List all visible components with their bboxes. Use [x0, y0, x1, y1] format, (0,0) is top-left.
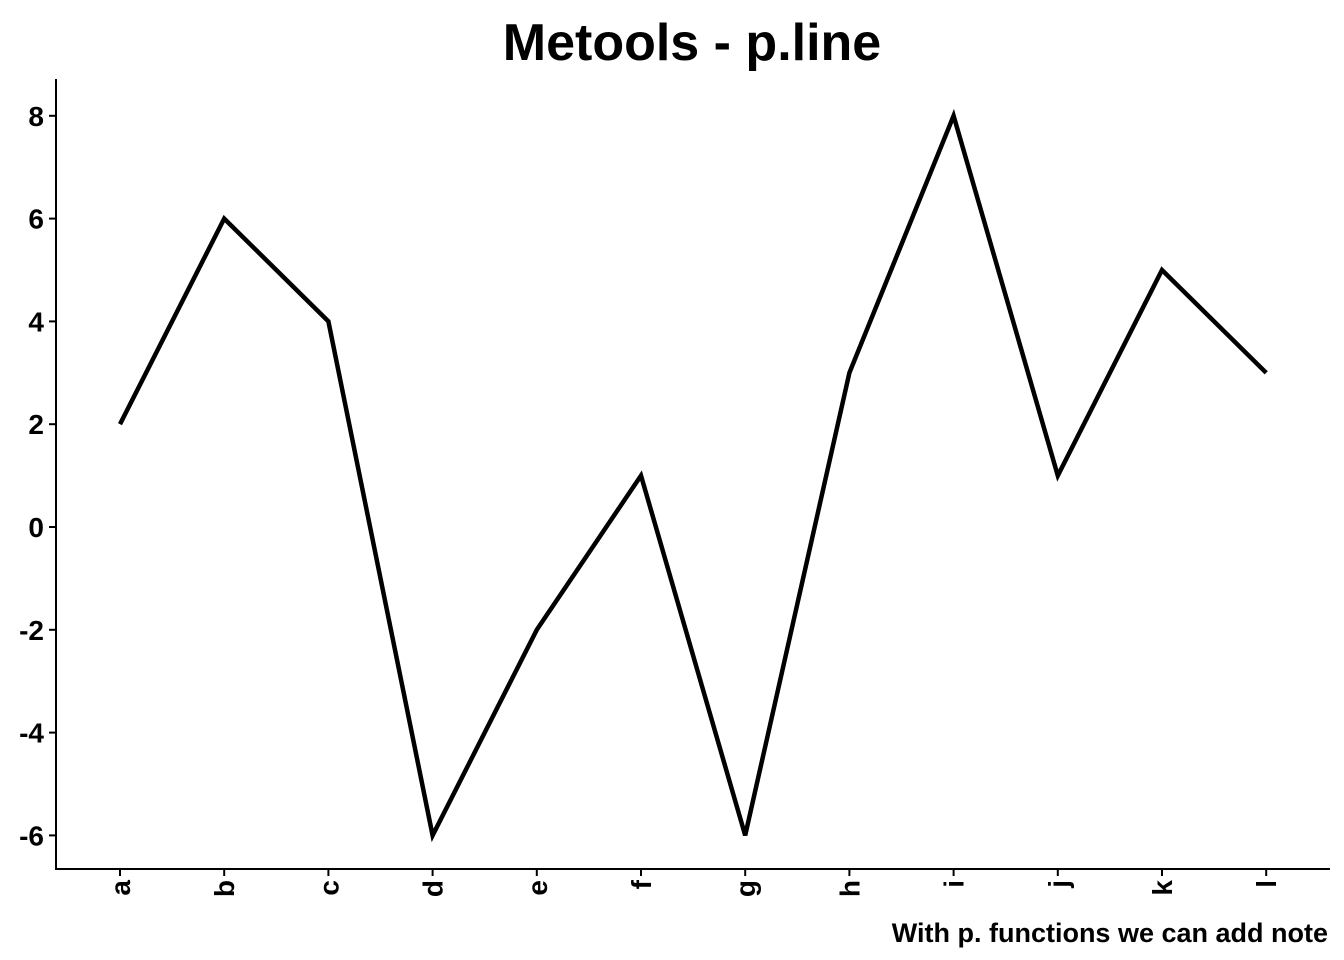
x-tick-label: a — [105, 880, 136, 896]
x-tick-label: e — [522, 880, 553, 896]
x-tick-label: i — [939, 880, 970, 888]
y-tick-label: 4 — [28, 306, 44, 337]
y-tick-label: 0 — [28, 512, 44, 543]
plot-area: -6 -4 -2 0 2 4 6 8 a b c d e f g h i j k l — [19, 79, 1330, 897]
x-tick-label: c — [313, 880, 344, 896]
x-tick-label: k — [1147, 880, 1178, 896]
y-tick-label: -4 — [19, 718, 44, 749]
x-tick-label: h — [834, 880, 865, 897]
series-layer — [117, 108, 1268, 843]
y-tick-label: 8 — [28, 101, 44, 132]
x-axis-ticks: a b c d e f g h i j k l — [105, 869, 1282, 897]
chart-title: Metools - p.line — [503, 14, 881, 72]
y-tick-label: 2 — [28, 409, 44, 440]
x-tick-label: g — [730, 880, 761, 897]
series-line — [117, 108, 1268, 843]
x-tick-label: d — [418, 880, 449, 897]
x-tick-label: b — [209, 880, 240, 897]
chart-caption: With p. functions we can add note — [892, 918, 1328, 948]
x-tick-label: j — [1043, 880, 1074, 889]
y-tick-label: -2 — [19, 615, 44, 646]
y-tick-label: 6 — [28, 204, 44, 235]
y-axis-ticks: -6 -4 -2 0 2 4 6 8 — [19, 101, 56, 851]
x-tick-label: f — [626, 879, 657, 889]
y-tick-label: -6 — [19, 820, 44, 851]
x-tick-label: l — [1251, 880, 1282, 888]
